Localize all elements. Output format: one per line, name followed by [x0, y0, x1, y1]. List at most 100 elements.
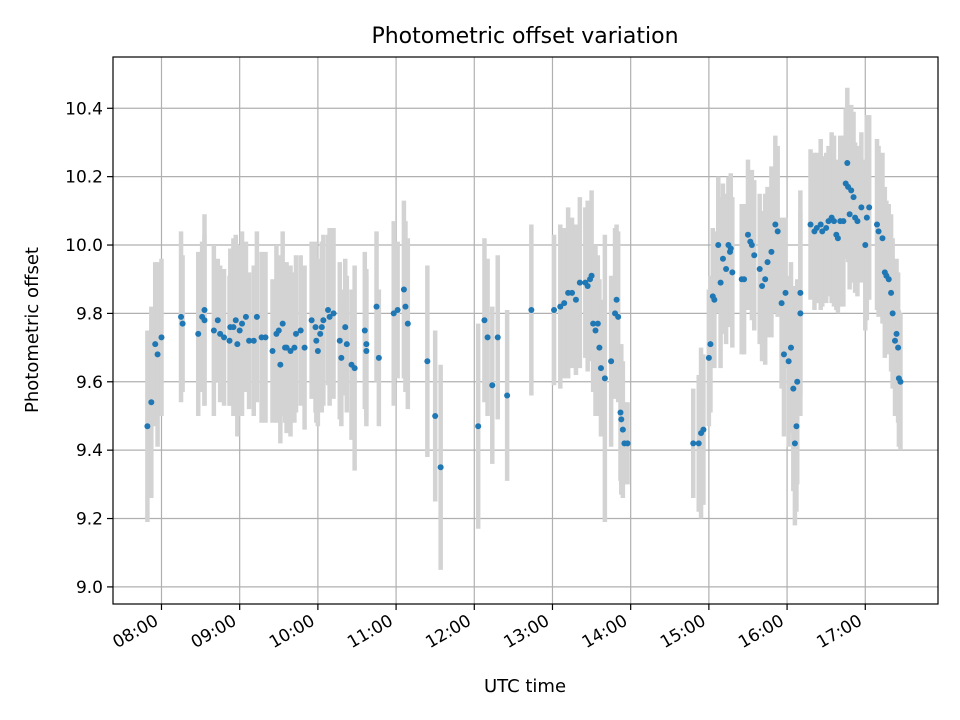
data-point [221, 334, 228, 341]
data-point [217, 330, 224, 337]
data-point [863, 214, 870, 221]
data-point [363, 348, 370, 355]
data-point [830, 218, 837, 225]
data-point [375, 354, 382, 361]
data-point [780, 351, 787, 358]
data-point [711, 296, 718, 303]
data-point [325, 306, 332, 313]
data-point [794, 378, 801, 385]
data-point [275, 327, 282, 334]
data-point [312, 324, 319, 331]
data-point [481, 317, 488, 324]
y-tick-label: 9.0 [76, 578, 103, 598]
data-point [363, 341, 370, 348]
data-point [234, 341, 241, 348]
data-point [528, 306, 535, 313]
data-point [279, 320, 286, 327]
data-point [283, 344, 290, 351]
data-point [858, 204, 865, 211]
data-point [343, 341, 350, 348]
data-point [277, 361, 284, 368]
data-point [338, 354, 345, 361]
data-point [576, 279, 583, 286]
data-point [236, 327, 243, 334]
data-point [850, 194, 857, 201]
data-point [768, 248, 775, 255]
data-point [897, 378, 904, 385]
data-point [246, 337, 253, 344]
data-point [613, 296, 620, 303]
data-point [226, 337, 233, 344]
data-point [404, 320, 411, 327]
y-tick-label: 10.4 [65, 99, 103, 119]
data-point [844, 159, 851, 166]
y-tick-label: 9.6 [76, 373, 103, 393]
data-point [594, 320, 601, 327]
data-point [790, 385, 797, 392]
y-axis-label: Photometric offset [22, 247, 43, 413]
data-point [230, 324, 237, 331]
data-point [741, 276, 748, 283]
data-point [723, 265, 730, 272]
data-point [748, 242, 755, 249]
data-point [253, 313, 260, 320]
data-point [342, 324, 349, 331]
data-point [874, 221, 881, 228]
y-tick-label: 9.2 [76, 510, 103, 530]
data-point [195, 330, 202, 337]
data-point [336, 337, 343, 344]
data-point [727, 245, 734, 252]
data-point [846, 211, 853, 218]
data-point [700, 426, 707, 433]
data-point [210, 327, 217, 334]
data-point [551, 306, 558, 313]
data-point [308, 317, 315, 324]
data-point [813, 224, 820, 231]
data-point [572, 296, 579, 303]
data-point [262, 334, 269, 341]
data-point [484, 334, 491, 341]
data-point [489, 382, 496, 389]
data-point [394, 306, 401, 313]
data-point [879, 235, 886, 242]
data-point [764, 259, 771, 266]
data-point [584, 283, 591, 290]
data-point [373, 303, 380, 310]
data-point [778, 300, 785, 307]
data-point [239, 320, 246, 327]
data-point [561, 300, 568, 307]
data-point [287, 348, 294, 355]
data-point [437, 464, 444, 471]
data-points [144, 159, 904, 471]
data-point [148, 399, 155, 406]
data-point [154, 351, 161, 358]
data-point [695, 440, 702, 447]
data-point [269, 348, 276, 355]
data-point [201, 306, 208, 313]
y-tick-label: 10.2 [65, 168, 103, 188]
data-point [756, 265, 763, 272]
chart-title: Photometric offset variation [371, 24, 678, 49]
plot-frame [112, 56, 939, 605]
data-point [158, 334, 165, 341]
data-point [250, 337, 257, 344]
data-point [866, 204, 873, 211]
data-point [717, 279, 724, 286]
data-point [504, 392, 511, 399]
data-point [424, 358, 431, 365]
data-point [840, 218, 847, 225]
data-point [590, 320, 597, 327]
data-point [617, 409, 624, 416]
data-point [719, 255, 726, 262]
data-point [782, 289, 789, 296]
data-point [797, 289, 804, 296]
data-point [793, 423, 800, 430]
data-point [615, 313, 622, 320]
data-point [751, 252, 758, 259]
data-point [797, 310, 804, 317]
data-point [823, 224, 830, 231]
data-point [619, 426, 626, 433]
data-point [774, 228, 781, 235]
data-point [759, 283, 766, 290]
data-point [592, 327, 599, 334]
